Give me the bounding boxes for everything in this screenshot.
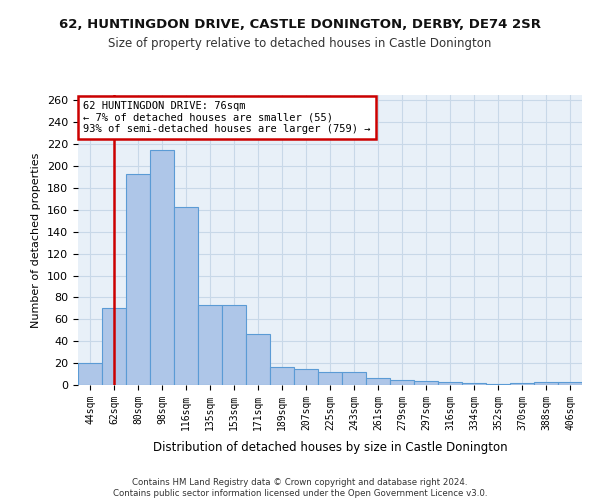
Bar bbox=[318, 372, 342, 385]
Bar bbox=[534, 382, 558, 385]
Bar bbox=[390, 380, 414, 385]
Bar bbox=[222, 305, 246, 385]
Bar bbox=[462, 383, 486, 385]
Y-axis label: Number of detached properties: Number of detached properties bbox=[31, 152, 41, 328]
Text: 62, HUNTINGDON DRIVE, CASTLE DONINGTON, DERBY, DE74 2SR: 62, HUNTINGDON DRIVE, CASTLE DONINGTON, … bbox=[59, 18, 541, 30]
Bar bbox=[294, 368, 318, 385]
Bar bbox=[510, 383, 534, 385]
Text: Size of property relative to detached houses in Castle Donington: Size of property relative to detached ho… bbox=[109, 38, 491, 51]
Bar bbox=[438, 382, 462, 385]
Bar bbox=[558, 382, 582, 385]
Bar bbox=[150, 150, 174, 385]
Bar bbox=[246, 334, 270, 385]
Text: 62 HUNTINGDON DRIVE: 76sqm
← 7% of detached houses are smaller (55)
93% of semi-: 62 HUNTINGDON DRIVE: 76sqm ← 7% of detac… bbox=[83, 101, 371, 134]
Bar bbox=[126, 174, 150, 385]
X-axis label: Distribution of detached houses by size in Castle Donington: Distribution of detached houses by size … bbox=[152, 441, 508, 454]
Bar bbox=[198, 305, 222, 385]
Text: Contains HM Land Registry data © Crown copyright and database right 2024.
Contai: Contains HM Land Registry data © Crown c… bbox=[113, 478, 487, 498]
Bar bbox=[174, 206, 198, 385]
Bar bbox=[78, 363, 102, 385]
Bar bbox=[486, 384, 510, 385]
Bar bbox=[270, 368, 294, 385]
Bar bbox=[102, 308, 126, 385]
Bar bbox=[342, 372, 366, 385]
Bar bbox=[414, 380, 438, 385]
Bar bbox=[366, 378, 390, 385]
